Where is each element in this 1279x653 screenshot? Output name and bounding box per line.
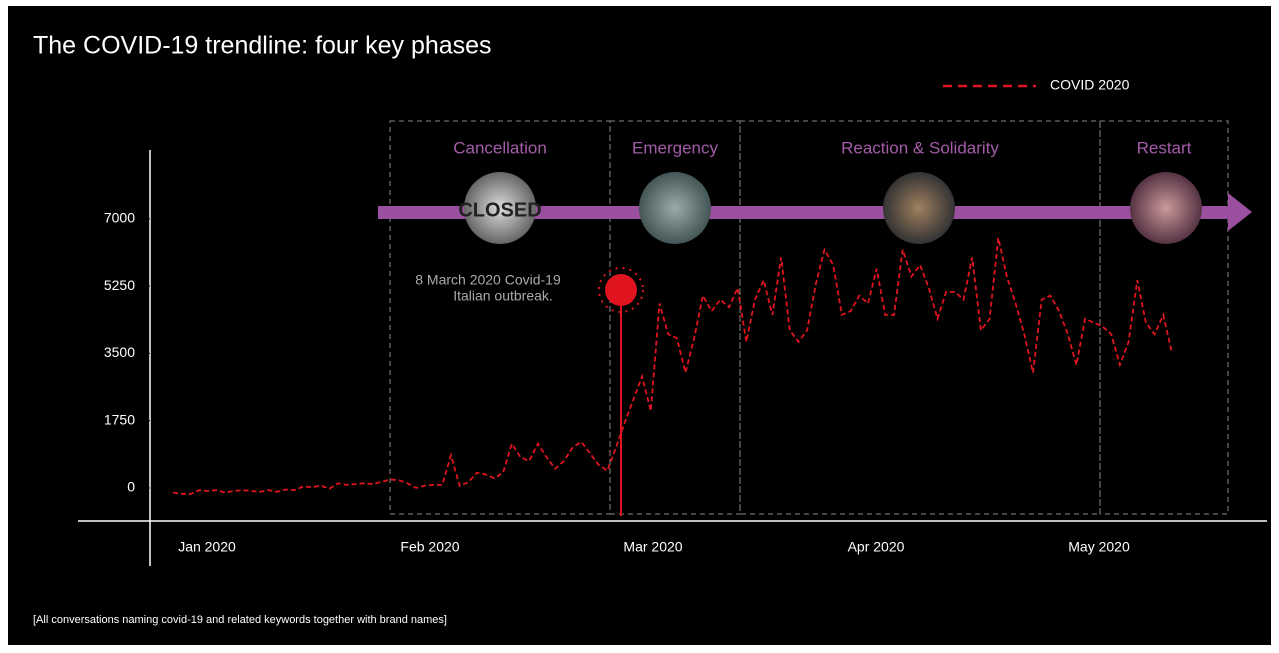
virus-spikes [598, 267, 644, 313]
data-line [172, 237, 1173, 496]
chart-title: The COVID-19 trendline: four key phases [33, 32, 492, 60]
phase-image [1130, 172, 1202, 244]
timeline-arrowhead [1228, 193, 1252, 231]
phase-label: Cancellation [453, 138, 547, 157]
phase-label: Reaction & Solidarity [841, 138, 999, 157]
y-tick-label: 3500 [104, 344, 135, 360]
virus-icon [605, 274, 637, 306]
y-tick-label: 1750 [104, 411, 135, 427]
x-tick-label: May 2020 [1068, 539, 1130, 555]
phase-image [883, 172, 955, 244]
footnote: [All conversations naming covid-19 and r… [33, 614, 447, 626]
phase-image [639, 172, 711, 244]
phase-label: Restart [1137, 138, 1192, 157]
y-tick-label: 5250 [104, 277, 135, 293]
y-tick-label: 0 [127, 479, 135, 495]
phase-box [739, 120, 1101, 515]
phase-box [1099, 120, 1229, 515]
x-tick-label: Feb 2020 [400, 539, 459, 555]
image-text: CLOSED [458, 199, 541, 221]
annotation: Italian outbreak. [453, 288, 553, 304]
background [8, 6, 1271, 645]
phase-label: Emergency [632, 138, 718, 157]
x-tick-label: Jan 2020 [178, 539, 236, 555]
annotation: 8 March 2020 Covid-19 [415, 272, 561, 288]
y-tick-label: 7000 [104, 210, 135, 226]
timeline-arrow [378, 206, 1230, 219]
phase-image [464, 172, 536, 244]
legend-label: COVID 2020 [1050, 77, 1130, 93]
x-tick-label: Apr 2020 [848, 539, 905, 555]
x-tick-label: Mar 2020 [623, 539, 682, 555]
